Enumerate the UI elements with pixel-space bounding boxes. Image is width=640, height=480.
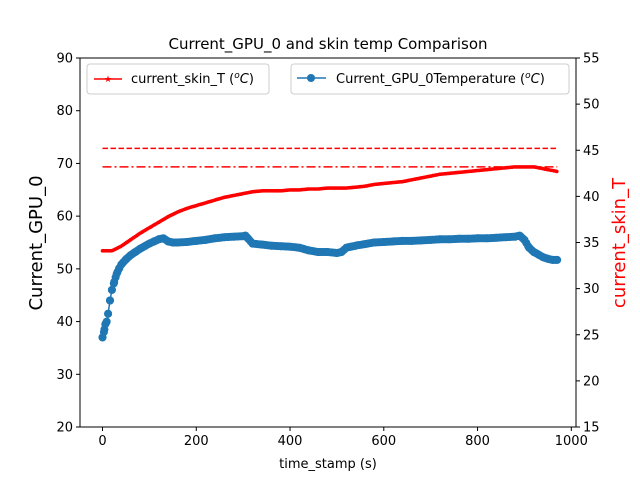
data-point: [361, 240, 369, 249]
data-point: [323, 248, 332, 256]
data-point: [445, 235, 454, 244]
data-point: [379, 238, 388, 246]
legend-skin-box: [86, 63, 270, 95]
x-axis: 0 200 400 600 800 1000: [98, 427, 588, 449]
left-y-tick-label: 60: [56, 210, 73, 225]
data-point: [389, 237, 398, 246]
data-point: [407, 236, 416, 245]
right-y-tick-label: 25: [583, 328, 600, 343]
right-y-tick-label: 35: [583, 236, 600, 251]
right-y-tick-label: 20: [583, 374, 600, 389]
left-y-tick-label: 50: [56, 262, 73, 277]
data-point: [110, 278, 119, 286]
left-y-tick-label: 40: [56, 315, 73, 330]
data-point: [220, 233, 229, 242]
legend-gpu-unit-degree: o: [525, 71, 531, 81]
data-point: [473, 234, 482, 243]
x-tick-label: 400: [278, 434, 303, 449]
data-point: [520, 235, 529, 244]
data-point: [182, 238, 191, 246]
data-point: [173, 238, 182, 247]
data-point: [314, 248, 323, 256]
data-point: [492, 233, 501, 242]
data-point: [107, 285, 116, 294]
data-point: [243, 234, 252, 243]
left-y-tick-label: 90: [56, 52, 73, 67]
data-point: [417, 236, 426, 245]
left-y-axis: 20 30 40 50 60 70 80 90: [56, 52, 80, 436]
legend-skin-unit-degree: o: [234, 71, 240, 81]
data-point: [482, 234, 491, 243]
left-y-tick-label: 80: [56, 104, 73, 119]
data-point: [257, 240, 266, 249]
data-point: [102, 317, 111, 326]
legend-skin-series-name: current_skin_T: [131, 72, 225, 87]
data-point: [117, 260, 126, 269]
x-tick-label: 200: [184, 434, 209, 449]
right-y-tick-label: 45: [583, 144, 600, 159]
data-point: [201, 235, 210, 244]
data-point: [286, 242, 294, 251]
legend-gpu-label: Current_GPU_0Temperature (oC): [336, 71, 545, 87]
data-point: [192, 236, 201, 245]
right-y-axis-label: current_skin_T: [609, 177, 630, 308]
legend-gpu-marker: [307, 74, 315, 82]
data-point: [104, 309, 113, 318]
data-point: [501, 233, 510, 242]
legend-skin-marker: ★: [104, 75, 112, 85]
legend-gpu-unit-close: ): [540, 72, 545, 87]
right-y-tick-label: 55: [583, 52, 600, 67]
right-y-tick-label: 50: [583, 98, 600, 113]
left-y-axis-label: Current_GPU_0: [26, 175, 47, 310]
legend-gpu-series-name: Current_GPU_0Temperature: [336, 72, 516, 87]
right-y-tick-label: 15: [583, 421, 600, 436]
x-axis-label: time_stamp (s): [279, 457, 377, 472]
data-point: [106, 296, 114, 305]
legend-skin-unit-open: (: [225, 72, 234, 87]
chart-title: Current_GPU_0 and skin temp Comparison: [168, 35, 487, 54]
legend-gpu: Current_GPU_0Temperature (oC): [290, 63, 570, 95]
legend-skin-label: current_skin_T (oC): [131, 71, 254, 87]
plot-area: [98, 147, 562, 342]
data-point: [248, 239, 257, 248]
x-tick-label: 0: [98, 434, 106, 449]
x-tick-label: 800: [465, 434, 490, 449]
legend-skin-unit-close: ): [249, 72, 254, 87]
right-y-tick-label: 40: [583, 190, 600, 205]
data-point: [351, 241, 360, 250]
data-point: [304, 246, 313, 255]
data-point: [370, 238, 379, 247]
series-skin-temp: [100, 165, 559, 253]
series-gpu-temp: [98, 231, 562, 342]
x-tick-label: 600: [371, 434, 396, 449]
data-point: [436, 235, 444, 244]
data-point: [267, 241, 276, 250]
data-point: [426, 235, 435, 244]
legend-gpu-box: [290, 63, 570, 95]
data-point: [229, 232, 238, 241]
left-y-tick-label: 70: [56, 157, 73, 172]
legend-skin-unit: C: [240, 72, 250, 87]
legend-gpu-unit-open: (: [516, 72, 525, 87]
legend-skin: ★ current_skin_T (oC): [86, 63, 270, 95]
data-point: [553, 255, 562, 264]
data-point: [464, 234, 473, 243]
x-tick-label: 1000: [555, 434, 588, 449]
left-y-tick-label: 20: [56, 421, 73, 436]
data-point: [454, 234, 463, 243]
right-y-axis: 15 20 25 30 35 40 45 50 55: [576, 52, 600, 436]
data-point: [295, 243, 304, 252]
data-point: [276, 242, 285, 251]
left-y-tick-label: 30: [56, 368, 73, 383]
data-point: [398, 236, 407, 245]
legend-gpu-unit: C: [531, 72, 541, 87]
right-y-tick-label: 30: [583, 282, 600, 297]
data-point: [211, 234, 219, 243]
data-point: [555, 169, 559, 174]
data-point: [99, 328, 108, 337]
